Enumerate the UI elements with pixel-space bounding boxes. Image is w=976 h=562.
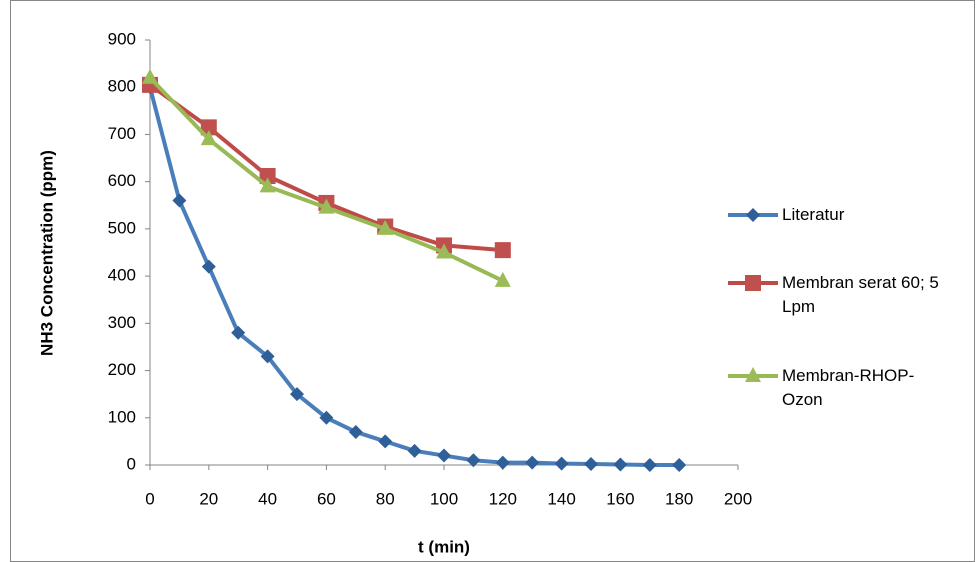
marker bbox=[745, 367, 761, 382]
y-tick-label: 200 bbox=[108, 360, 136, 379]
marker bbox=[200, 130, 217, 146]
x-tick-label: 140 bbox=[547, 489, 575, 508]
marker bbox=[319, 410, 334, 425]
marker bbox=[494, 242, 511, 259]
marker bbox=[142, 68, 158, 84]
x-tick-label: 100 bbox=[430, 489, 458, 508]
marker bbox=[494, 271, 511, 287]
y-tick-label: 900 bbox=[108, 29, 136, 48]
marker bbox=[746, 208, 760, 222]
marker bbox=[672, 458, 687, 472]
marker bbox=[584, 457, 598, 472]
marker bbox=[407, 443, 422, 458]
legend-label: Literatur bbox=[782, 205, 845, 224]
marker bbox=[554, 456, 569, 471]
x-tick-label: 20 bbox=[199, 489, 218, 508]
y-tick-label: 300 bbox=[108, 313, 136, 332]
marker bbox=[378, 434, 393, 449]
marker bbox=[260, 349, 275, 364]
marker bbox=[259, 168, 276, 184]
x-tick-label: 60 bbox=[317, 489, 336, 508]
marker bbox=[437, 448, 451, 463]
x-tick-label: 120 bbox=[489, 489, 517, 508]
marker bbox=[200, 119, 217, 136]
marker bbox=[613, 457, 628, 472]
x-tick-label: 180 bbox=[665, 489, 693, 508]
marker bbox=[745, 275, 761, 291]
x-axis-title: t (min) bbox=[418, 537, 470, 556]
marker bbox=[259, 177, 276, 193]
marker bbox=[172, 193, 187, 208]
marker bbox=[495, 455, 510, 470]
y-tick-label: 600 bbox=[108, 171, 136, 190]
marker bbox=[466, 453, 481, 468]
x-tick-label: 160 bbox=[606, 489, 634, 508]
legend-label: Membran-RHOP-Ozon bbox=[782, 366, 915, 409]
marker bbox=[231, 325, 246, 340]
marker bbox=[436, 243, 452, 259]
marker bbox=[318, 198, 335, 214]
y-tick-label: 700 bbox=[108, 124, 136, 143]
marker bbox=[201, 259, 216, 274]
marker bbox=[525, 455, 540, 470]
marker bbox=[642, 458, 657, 472]
y-tick-label: 100 bbox=[108, 407, 136, 426]
marker bbox=[348, 424, 363, 439]
marker bbox=[290, 387, 304, 402]
y-tick-label: 800 bbox=[108, 77, 136, 96]
x-tick-label: 0 bbox=[145, 489, 154, 508]
x-tick-label: 40 bbox=[258, 489, 277, 508]
x-tick-label: 80 bbox=[376, 489, 395, 508]
x-tick-label: 200 bbox=[724, 489, 752, 508]
y-tick-label: 0 bbox=[127, 454, 136, 473]
marker bbox=[377, 219, 394, 235]
legend-label: Membran serat 60; 5 Lpm bbox=[782, 273, 939, 316]
y-tick-label: 400 bbox=[108, 266, 136, 285]
series-line bbox=[148, 83, 503, 253]
y-axis-title: NH3 Concentration (ppm) bbox=[37, 150, 56, 356]
y-tick-label: 500 bbox=[108, 218, 136, 237]
